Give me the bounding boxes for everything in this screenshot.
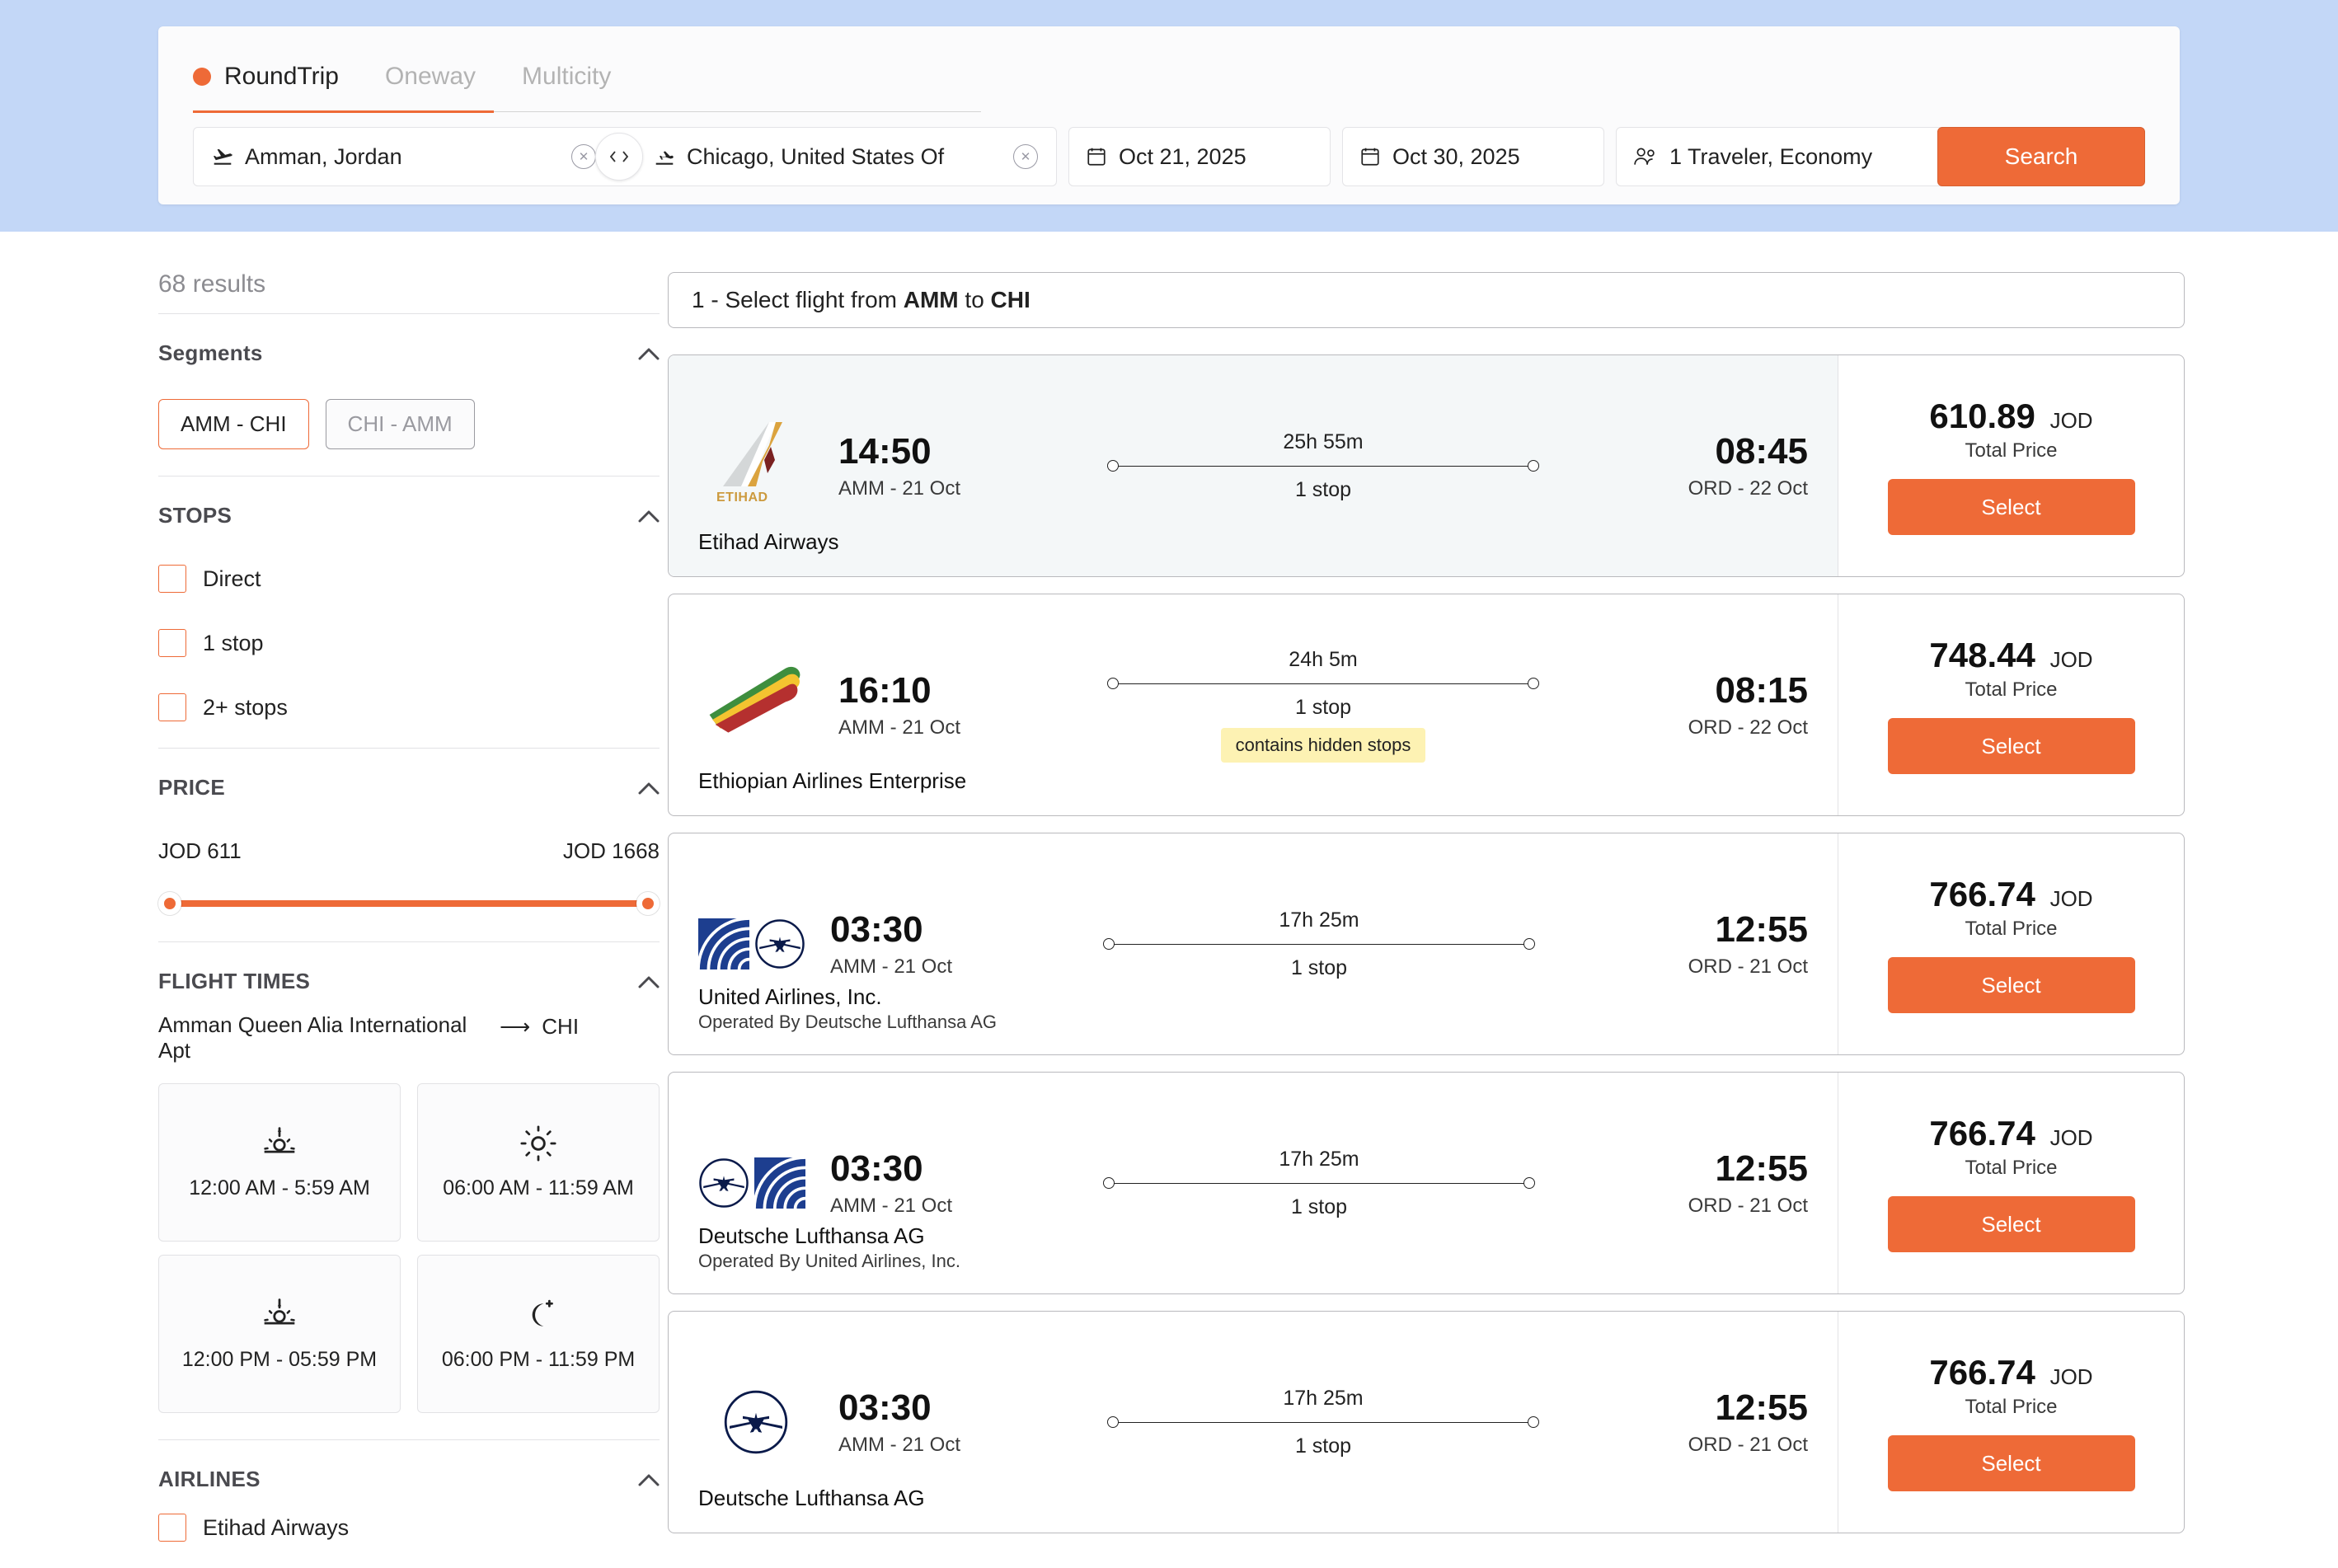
svg-text:ETIHAD: ETIHAD (716, 491, 768, 505)
